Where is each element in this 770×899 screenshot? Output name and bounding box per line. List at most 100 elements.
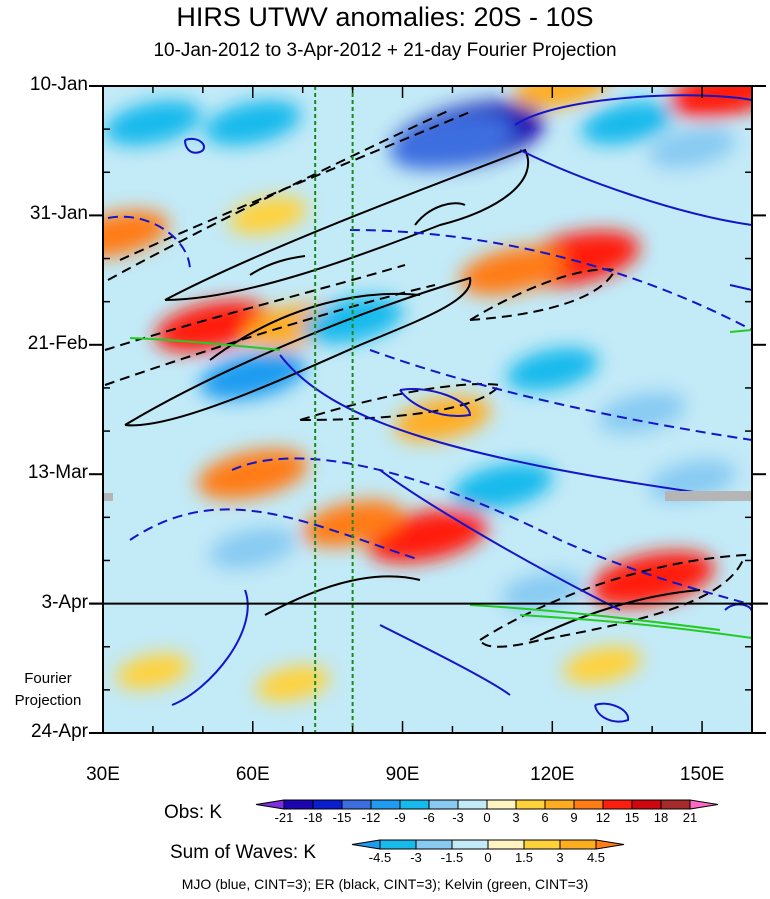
anomaly-blob: [256, 665, 330, 702]
anomaly-blob: [581, 101, 674, 145]
chart-subtitle: 10-Jan-2012 to 3-Apr-2012 + 21-day Fouri…: [153, 40, 617, 61]
x-tick-label: 60E: [235, 764, 270, 785]
colorbar-tick-label: -3: [410, 850, 422, 865]
colorbar-swatch: [544, 799, 575, 810]
colorbar-swatch: [255, 799, 285, 810]
mjo-contour-8: [399, 388, 472, 417]
colorbar-tick-label: -6: [423, 810, 435, 825]
anomaly-blob: [563, 646, 642, 684]
colorbar-swatch: [595, 839, 625, 850]
colorbar-tick-label: 0: [483, 810, 491, 825]
mjo-contour-9: [231, 457, 752, 606]
colorbar-tick-label: 6: [541, 810, 549, 825]
colorbar-tick-label: -1.5: [440, 850, 464, 865]
mjo-contour-1: [514, 94, 752, 126]
er-contour-3: [164, 148, 530, 301]
anomaly-blob: [598, 392, 686, 434]
x-axis-ticks: [102, 86, 753, 733]
anomaly-blob: [390, 113, 515, 170]
colorbar-tick-label: -4.5: [368, 850, 392, 865]
anomaly-field: [103, 86, 752, 733]
anomaly-blob: [209, 527, 297, 569]
waves-colorbar: [351, 839, 625, 850]
waves-colorbar-label: Sum of Waves: K: [170, 842, 317, 863]
anomaly-blob: [116, 653, 190, 690]
wave-contours: [103, 94, 752, 723]
er-contour-13: [479, 553, 747, 648]
chart-footer: MJO (blue, CINT=3); ER (black, CINT=3); …: [181, 876, 589, 892]
er-contour-5: [414, 202, 466, 226]
colorbar-tick-label: 0: [484, 850, 492, 865]
colorbar-tick-label: 3: [512, 810, 520, 825]
colorbar-tick-label: 3: [556, 850, 564, 865]
er-contour-4: [249, 255, 306, 276]
colorbar-tick-label: 15: [624, 810, 640, 825]
mjo-contour-3: [349, 229, 752, 390]
er-contour-1: [107, 109, 451, 281]
anomaly-blob: [506, 347, 599, 391]
anomaly-blob: [204, 100, 302, 146]
colorbar-swatch: [559, 839, 597, 850]
x-tick-label: 120E: [530, 764, 575, 785]
colorbar-tick-label: 9: [570, 810, 578, 825]
y-tick-label: 21-Feb: [27, 332, 88, 354]
mjo-contour-4: [107, 215, 191, 271]
kelvin-contour-2: [469, 604, 721, 631]
y-tick-label: 10-Jan: [29, 74, 88, 95]
anomaly-blob: [648, 127, 736, 169]
colorbar-swatch: [573, 799, 604, 810]
mjo-contour-13: [379, 624, 511, 696]
kelvin-contour-1: [129, 337, 281, 351]
x-tick-label: 150E: [679, 764, 725, 785]
colorbar-tick-label: -12: [361, 810, 381, 825]
colorbar-swatch: [415, 839, 453, 850]
colorbar-tick-label: 18: [653, 810, 669, 825]
er-contour-11: [299, 383, 502, 421]
obs-colorbar-label: Obs: K: [164, 802, 223, 823]
mjo-contour-7: [369, 349, 752, 441]
x-tick-label: 30E: [86, 764, 120, 785]
y-tick-label: 31-Jan: [29, 203, 88, 225]
er-contour-8: [124, 276, 472, 427]
colorbar-swatch: [341, 799, 372, 810]
mjo-contour-11: [379, 469, 621, 611]
colorbar-swatch: [486, 799, 517, 810]
colorbar-tick-label: -9: [394, 810, 406, 825]
colorbar-swatch: [370, 799, 401, 810]
colorbar-swatch: [428, 799, 459, 810]
mjo-contour-12: [171, 589, 249, 706]
er-contour-2: [119, 111, 471, 261]
mjo-contour-2: [519, 149, 752, 226]
colorbar-swatch: [399, 799, 430, 810]
anomaly-blob: [451, 463, 554, 510]
colorbar-tick-label: 12: [595, 810, 611, 825]
anomaly-blob: [197, 449, 309, 500]
er-contour-9: [469, 268, 617, 321]
obs-colorbar: [255, 799, 719, 810]
colorbar-swatch: [689, 799, 719, 810]
mjo-contour-5: [184, 137, 205, 154]
colorbar-swatch: [379, 839, 417, 850]
anomaly-blob: [418, 679, 487, 713]
colorbar-tick-label: -18: [303, 810, 323, 825]
projection-label-line2: Projection: [14, 692, 82, 709]
colorbar-tick-label: -3: [452, 810, 464, 825]
mjo-contour-6: [279, 354, 752, 501]
anomaly-blob: [104, 100, 202, 146]
reference-lines: [314, 86, 354, 733]
anomaly-blob: [669, 86, 752, 119]
colorbar-swatch: [457, 799, 488, 810]
y-axis-ticks: [89, 85, 766, 734]
colorbar-swatch: [515, 799, 546, 810]
projection-label-line1: Fourier: [24, 670, 72, 687]
anomaly-blob: [459, 246, 566, 296]
mjo-contour-14: [594, 702, 630, 723]
kelvin-contour-3: [519, 614, 752, 639]
kelvin-contour-4: [729, 329, 752, 333]
y-tick-label: 24-Apr: [30, 721, 88, 742]
anomaly-blob: [228, 196, 307, 235]
colorbar-swatch: [487, 839, 525, 850]
y-tick-label: 3-Apr: [41, 591, 88, 613]
colorbar-swatch: [451, 839, 489, 850]
chart-title: HIRS UTWV anomalies: 20S - 10S: [176, 2, 594, 32]
